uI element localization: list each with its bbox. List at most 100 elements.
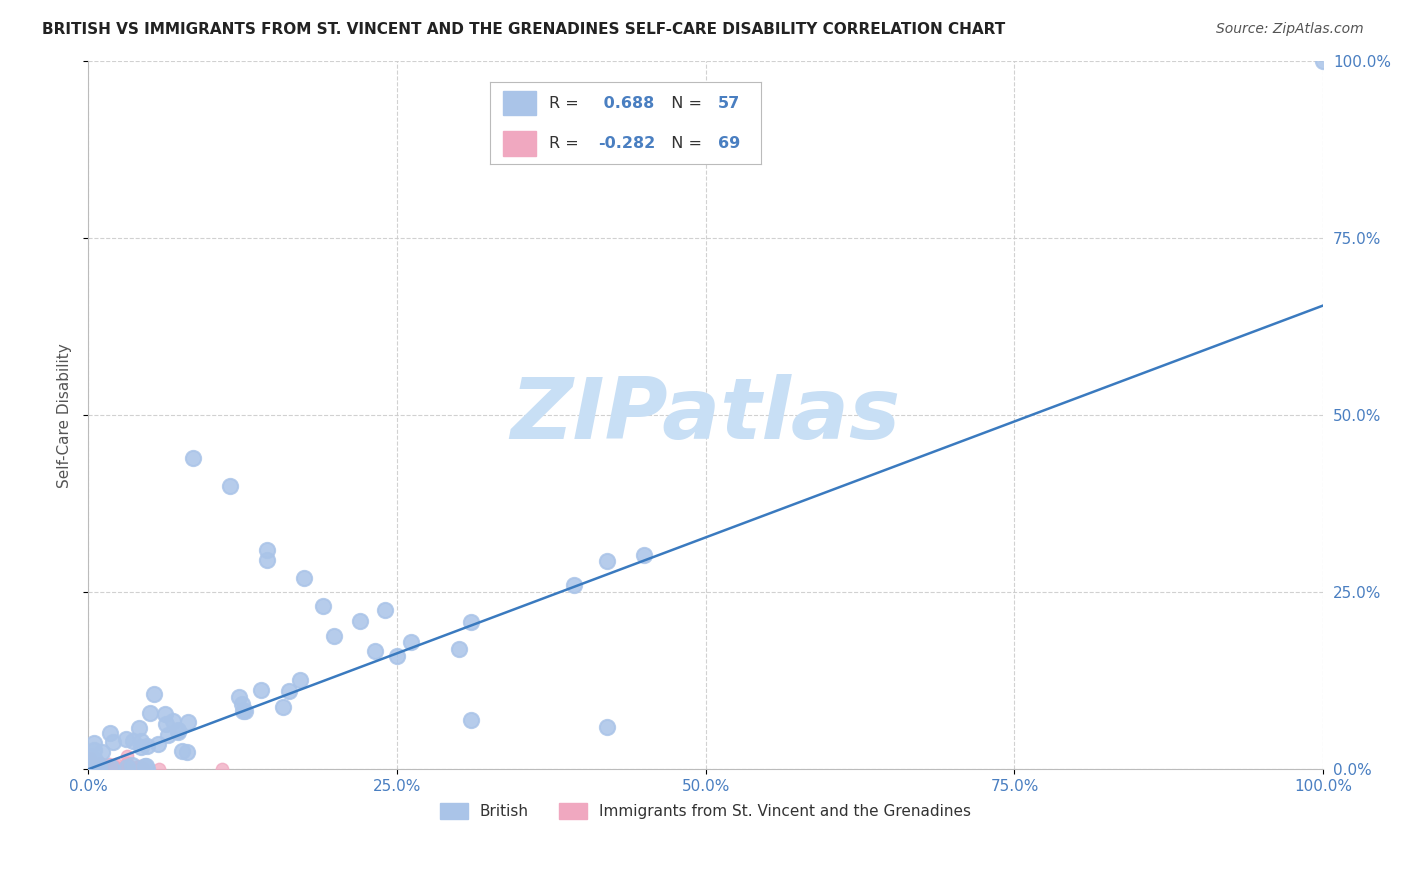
Point (148, 762, 170, 776)
Point (87, 759, 110, 773)
Point (97, 757, 120, 772)
Point (98, 725, 121, 739)
Point (91, 760, 114, 774)
Point (385, 648, 408, 663)
Point (292, 571, 315, 585)
Point (84, 762, 107, 776)
Point (90, 761, 112, 775)
Point (211, 762, 233, 776)
Point (115, 756, 138, 770)
Point (93, 761, 115, 775)
Point (84, 762, 107, 776)
Point (96, 759, 118, 773)
Point (278, 683, 301, 698)
Point (86, 759, 108, 773)
Point (117, 759, 139, 773)
Point (100, 760, 122, 774)
Point (596, 554, 619, 568)
Point (139, 706, 162, 721)
Point (136, 762, 159, 776)
Point (79, 759, 101, 773)
Point (115, 759, 138, 773)
Point (231, 697, 253, 711)
Point (93, 761, 115, 775)
Point (115, 748, 138, 763)
Point (84, 762, 107, 776)
Point (89, 761, 111, 775)
Point (90, 762, 112, 776)
Point (105, 756, 128, 771)
Point (219, 479, 242, 493)
Point (103, 759, 125, 773)
Point (460, 615, 482, 630)
Point (89, 756, 111, 771)
Point (256, 542, 278, 557)
Point (162, 714, 184, 728)
Point (176, 745, 198, 759)
Point (87, 762, 110, 776)
Point (115, 732, 138, 747)
Point (103, 759, 125, 773)
Point (80, 762, 103, 776)
Point (83, 742, 105, 756)
Point (447, 641, 470, 656)
Point (118, 762, 141, 776)
Point (172, 744, 194, 758)
Point (256, 553, 278, 567)
Point (228, 690, 250, 705)
Point (177, 715, 200, 730)
Point (399, 634, 422, 648)
Point (79, 762, 101, 776)
Point (82, 760, 104, 774)
Point (80, 758, 103, 772)
Point (96, 760, 118, 774)
Point (322, 628, 344, 642)
Point (104, 762, 127, 776)
Text: ZIPatlas: ZIPatlas (510, 374, 901, 457)
Point (146, 737, 169, 751)
Point (80, 762, 103, 776)
Point (349, 614, 371, 628)
Point (96, 762, 118, 776)
Legend: British, Immigrants from St. Vincent and the Grenadines: British, Immigrants from St. Vincent and… (434, 797, 977, 825)
Point (135, 758, 157, 772)
Point (89, 762, 111, 776)
Point (86, 762, 108, 776)
Point (155, 707, 177, 722)
Point (125, 760, 148, 774)
Point (89, 762, 111, 776)
Point (364, 643, 387, 657)
Y-axis label: Self-Care Disability: Self-Care Disability (58, 343, 72, 488)
Point (79, 762, 101, 776)
Point (167, 723, 190, 737)
Point (79, 762, 101, 776)
Point (233, 704, 256, 718)
Point (288, 673, 311, 687)
Point (157, 728, 180, 742)
Point (90, 757, 112, 772)
Point (633, 548, 655, 562)
Point (87, 761, 110, 775)
Point (101, 762, 124, 776)
Point (122, 762, 145, 776)
Point (1312, 54, 1334, 69)
Point (166, 725, 188, 739)
Point (79, 762, 101, 776)
Point (86, 762, 108, 776)
Point (87, 761, 110, 775)
Point (89, 762, 111, 776)
Point (121, 734, 143, 748)
Text: Source: ZipAtlas.com: Source: ZipAtlas.com (1216, 22, 1364, 37)
Point (596, 720, 619, 734)
Point (90, 762, 112, 776)
Point (101, 734, 124, 748)
Point (107, 762, 129, 776)
Point (155, 717, 177, 731)
Point (143, 687, 166, 701)
Point (80, 760, 103, 774)
Point (86, 760, 108, 774)
Point (128, 759, 150, 773)
Point (117, 762, 139, 776)
Point (250, 682, 273, 697)
Point (93, 762, 115, 776)
